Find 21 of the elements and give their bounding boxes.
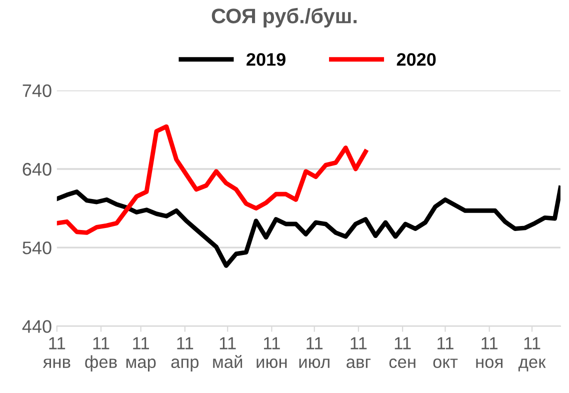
- y-tick-label: 540: [22, 242, 52, 254]
- y-tick-label: 740: [22, 84, 52, 98]
- y-tick-label: 440: [22, 320, 52, 333]
- line-series: [56, 186, 560, 268]
- line-series: [56, 124, 368, 235]
- x-tick-label: 11 ноя: [476, 337, 502, 368]
- x-tick-label: 11 май: [213, 337, 242, 368]
- x-tick-label: 11 сен: [389, 337, 416, 368]
- x-tick-label: 11 янв: [42, 337, 70, 368]
- x-tick-label: 11 дек: [518, 337, 546, 372]
- x-tick-label: 11 окт: [433, 337, 458, 368]
- x-tick-label: 11 фев: [85, 337, 117, 372]
- x-tick-label: 11 апр: [171, 337, 199, 372]
- x-tick-label: 11 мар: [126, 337, 156, 372]
- chart-title: СОЯ руб./буш.: [212, 8, 357, 28]
- x-tick-label: 11 июл: [299, 337, 330, 368]
- x-tick-label: 11 авг: [346, 337, 371, 368]
- legend-label: 2020: [396, 53, 436, 66]
- x-tick-label: 11 июн: [256, 337, 287, 368]
- y-tick-label: 640: [22, 162, 52, 176]
- legend-label: 2019: [246, 53, 286, 66]
